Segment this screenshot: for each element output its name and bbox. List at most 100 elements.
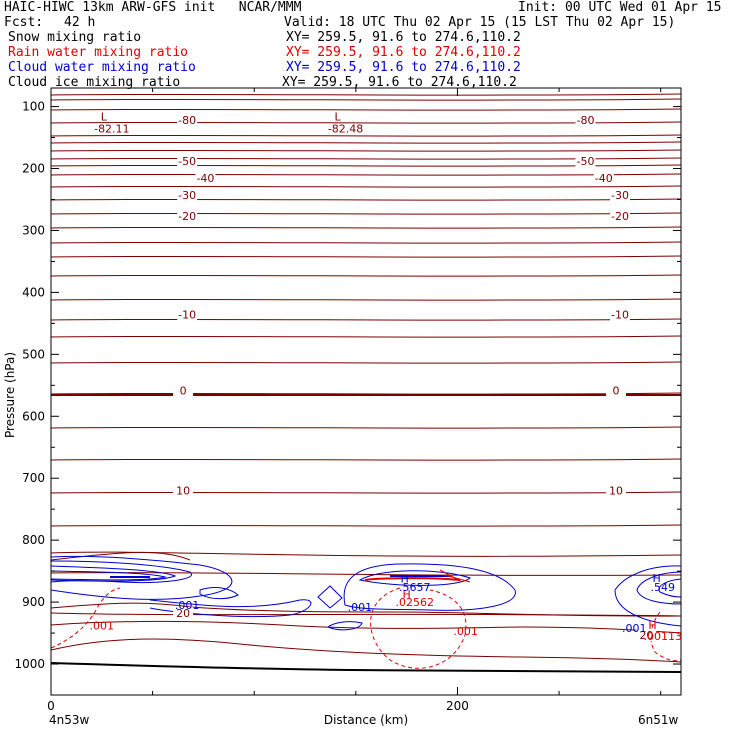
isotherm-line [50,108,682,111]
isotherm-line [50,241,682,244]
temperature-label-bg [610,189,631,202]
rain-water-label: .001 [90,620,115,633]
rain-water-contours [50,569,682,669]
y-tick-label: 700 [22,471,45,485]
temperature-label: 20 [176,607,190,620]
rain-water-contour [50,587,121,649]
temperature-label: -30 [178,189,196,202]
cloud-water-contour [658,578,682,598]
rain-water-label: .00113 [643,630,682,643]
temperature-label-bg [575,155,596,168]
temperature-label-bg [636,628,657,641]
cloud-water-contour [50,570,167,581]
fcst-value: 42 h [64,15,96,30]
rain-water-contour [439,569,471,583]
isotherm-line [50,212,682,215]
isotherm-line [50,426,682,429]
y-tick-label: 900 [22,595,45,609]
left-endpoint-label: 4n53w [49,713,90,727]
field-cloud-xy: XY= 259.5, 91.6 to 274.6,110.2 [286,60,521,75]
cloud-water-contour [343,563,516,611]
cloud-water-label: .001 [622,622,647,635]
isotherm-line [50,198,682,201]
temperature-label: 10 [609,485,623,498]
x-tick-label: 200 [446,699,469,713]
temperature-label: -30 [611,189,629,202]
isotherm-line [50,524,682,527]
right-endpoint-label: 6n51w [638,713,679,727]
temperature-label-bg [575,114,596,127]
temperature-label-bg [605,484,626,497]
isotherm-line [50,173,682,176]
cloud-water-contour [50,555,233,600]
temperature-label: -40 [196,172,214,185]
y-tick-label: 100 [22,100,45,114]
model-title: HAIC-HIWC 13km ARW-GFS init NCAR/MMM [4,0,302,15]
temperature-label-bg [173,384,194,397]
cloud-water-label: .549 [650,581,675,594]
temperature-label-bg [177,114,198,127]
plot-frame-rect [50,87,682,696]
temperature-label-bg [195,171,216,184]
temperature-label: 0 [612,384,619,397]
isotherm-line [50,98,682,101]
field-snow-name: Snow mixing ratio [8,30,142,45]
temperature-label: -50 [576,155,594,168]
temperature-label: -80 [178,114,196,127]
rain-water-label: H [648,619,656,632]
isotherm-line [50,551,682,557]
field-rain-xy: XY= 259.5, 91.6 to 274.6,110.2 [286,45,521,60]
isotherm-line [50,93,682,96]
temperature-min-value: -82.48 [328,122,363,135]
temperature-label-bg [173,607,194,620]
isotherm-line [50,164,682,167]
isotherm-line [50,226,682,229]
field-ice-xy: XY= 259.5, 91.6 to 274.6,110.2 [282,75,517,90]
ground-line [50,662,682,673]
valid-time: Valid: 18 UTC Thu 02 Apr 15 (15 LST Thu … [284,15,676,30]
temperature-label: -20 [178,210,196,223]
y-axis-label: Pressure (hPa) [3,352,17,438]
cloud-water-contour [50,565,177,582]
temperature-label: 20 [639,629,653,642]
isotherm-line [50,335,682,338]
temperature-label-bg [177,308,198,321]
temperature-contours [50,93,682,663]
cloud-water-contour [358,570,471,586]
isotherm-line [50,121,682,124]
plot-header: HAIC-HIWC 13km ARW-GFS init NCAR/MMM Ini… [0,0,740,100]
isotherm-line [50,638,682,663]
field-snow-xy: XY= 259.5, 91.6 to 274.6,110.2 [286,30,521,45]
cloud-water-contour [199,587,239,600]
temperature-label-bg [610,308,631,321]
y-tick-label: 400 [22,285,45,299]
temperature-label-bg [605,384,626,397]
temperature-label: -40 [595,172,613,185]
cloud-water-contour [317,585,343,609]
cloud-water-contour [326,621,363,631]
cloud-water-label: .5657 [399,581,431,594]
rain-water-contour [370,587,467,669]
temperature-label: -20 [611,210,629,223]
isotherm-line [50,392,682,395]
x-axis-label: Distance (km) [324,713,408,727]
isotherm-line [50,157,682,160]
temperature-label-bg [177,189,198,202]
temperature-min-symbol: L [101,110,108,123]
temperature-min-symbol: L [334,110,341,123]
terrain-surface-line [50,662,682,673]
cloud-water-contour [614,565,682,627]
temperature-label: -10 [611,309,629,322]
isotherm-line [50,185,682,188]
temperature-label-bg [177,210,198,223]
init-time: Init: 00 UTC Wed 01 Apr 15 [518,0,722,15]
isotherm-line [50,274,682,277]
field-ice-name: Cloud ice mixing ratio [8,75,181,90]
isotherm-line [50,491,682,494]
y-tick-label: 300 [22,223,45,237]
isotherm-line [50,134,682,137]
y-tick-label: 500 [22,347,45,361]
temperature-label-bg [593,171,614,184]
cloud-water-label: .001 [175,599,200,612]
